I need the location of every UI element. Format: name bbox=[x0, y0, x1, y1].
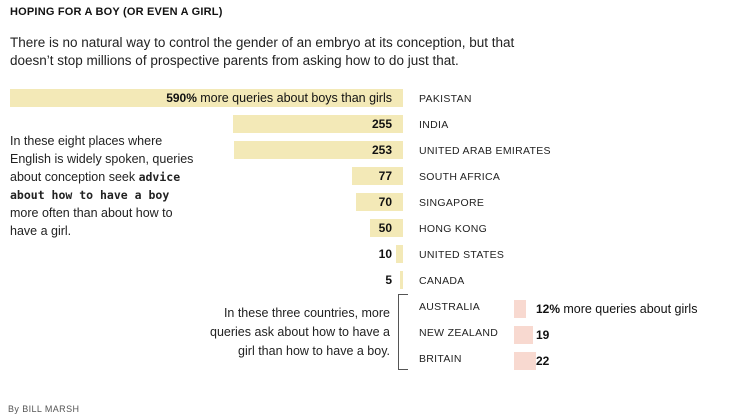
bar-india bbox=[233, 115, 403, 133]
country-label: NEW ZEALAND bbox=[419, 327, 499, 339]
country-label: UNITED ARAB EMIRATES bbox=[419, 145, 551, 157]
value-label: 19 bbox=[536, 328, 550, 342]
chart-title: HOPING FOR A BOY (OR EVEN A GIRL) bbox=[10, 6, 223, 18]
bar-united-arab-emirates bbox=[234, 141, 403, 159]
bar-pakistan bbox=[10, 89, 403, 107]
bar-singapore bbox=[356, 193, 403, 211]
country-label: AUSTRALIA bbox=[419, 301, 481, 313]
value-label: 10 bbox=[378, 247, 392, 261]
girls-annotation: In these three countries, more queries a… bbox=[210, 306, 390, 358]
bar-south-africa bbox=[351, 167, 403, 185]
boys-annotation-text-1: In these eight places where English is w… bbox=[10, 134, 194, 184]
value-label: 5 bbox=[385, 273, 392, 287]
value-label: 70 bbox=[378, 195, 392, 209]
value-label-suffix: more queries about boys than girls bbox=[200, 91, 392, 105]
value-label: 590% more queries about boys than girls bbox=[166, 91, 392, 105]
girls-bracket bbox=[398, 294, 408, 370]
boys-annotation-text-2: more often than about how to have a girl… bbox=[10, 206, 173, 238]
value-label: 22 bbox=[536, 354, 550, 368]
value-label: 253 bbox=[371, 143, 392, 157]
country-label: PAKISTAN bbox=[419, 93, 472, 105]
country-label: SINGAPORE bbox=[419, 197, 485, 209]
byline: By BILL MARSH bbox=[8, 404, 80, 414]
country-label: UNITED STATES bbox=[419, 249, 505, 261]
chart-intro: There is no natural way to control the g… bbox=[10, 35, 515, 68]
value-label: 50 bbox=[378, 221, 392, 235]
country-label: SOUTH AFRICA bbox=[419, 171, 501, 183]
value-label-suffix: more queries about girls bbox=[563, 302, 698, 316]
value-label: 77 bbox=[378, 169, 392, 183]
bar-canada bbox=[399, 271, 403, 289]
boys-annotation: In these eight places where English is w… bbox=[10, 132, 200, 240]
bar-united-states bbox=[396, 245, 403, 263]
bar-hong-kong bbox=[369, 219, 403, 237]
value-label: 12% more queries about girls bbox=[536, 302, 698, 316]
country-label: CANADA bbox=[419, 275, 465, 287]
country-label: HONG KONG bbox=[419, 223, 488, 235]
bar-britain bbox=[514, 352, 536, 370]
country-label: INDIA bbox=[419, 119, 449, 131]
bar-new-zealand bbox=[514, 326, 533, 344]
bar-australia bbox=[514, 300, 526, 318]
boys-annotation-bold: advice about how to have a boy bbox=[10, 170, 181, 202]
country-label: BRITAIN bbox=[419, 353, 462, 365]
value-label: 255 bbox=[371, 117, 392, 131]
